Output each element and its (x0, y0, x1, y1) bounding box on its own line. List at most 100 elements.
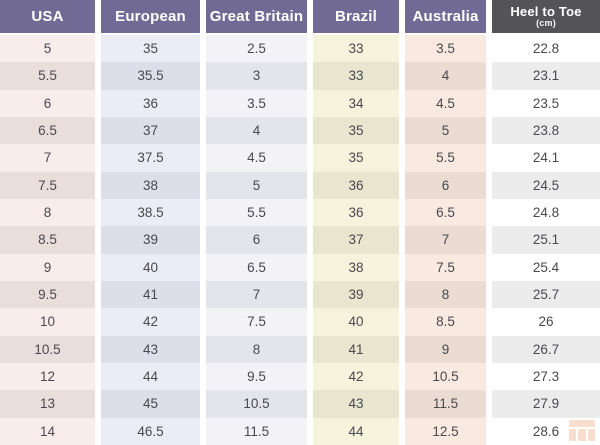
table-cell: 13 (0, 390, 95, 418)
column-header-australia: Australia (405, 0, 486, 33)
table-cell: 11.5 (405, 390, 486, 418)
column-usa: USA 5 5.5 6 6.5 7 7.5 8 8.5 9 9.5 10 10.5 12 13 14 (0, 0, 95, 445)
table-cell: 5.5 (405, 144, 486, 172)
table-cell: 26 (492, 308, 600, 336)
table-cell: 40 (313, 308, 399, 336)
table-cell: 9 (0, 253, 95, 281)
table-cell: 35 (313, 116, 399, 145)
column-european: European 35 35.5 36 37 37.5 38 38.5 39 40 41 42 43 4… (101, 0, 200, 445)
table-cell: 26.7 (492, 335, 600, 363)
table-cell: 42 (313, 362, 399, 391)
table-cell: 11.5 (206, 417, 307, 445)
table-cell: 22.8 (492, 35, 600, 63)
column-header-label: Great Britain (209, 7, 304, 25)
table-cell: 5.5 (0, 62, 95, 90)
column-body-australia: 3.5 4 4.5 5 5.5 6 6.5 7 7.5 8 8.5 9 10.5 11.5 12.5 (405, 35, 486, 445)
table-cell: 37 (101, 116, 200, 145)
table-cell: 37 (313, 226, 399, 254)
column-body-usa: 5 5.5 6 6.5 7 7.5 8 8.5 9 9.5 10 10.5 12 13 14 (0, 35, 95, 445)
table-cell: 24.1 (492, 144, 600, 172)
table-cell: 6.5 (405, 198, 486, 227)
table-cell: 42 (101, 308, 200, 336)
column-header-great-britain: Great Britain (206, 0, 307, 33)
table-cell: 10 (0, 308, 95, 336)
table-cell: 27.3 (492, 362, 600, 391)
table-cell: 33 (313, 62, 399, 90)
table-cell: 25.1 (492, 226, 600, 254)
table-cell: 5 (0, 35, 95, 63)
table-cell: 6.5 (206, 253, 307, 281)
table-cell: 44 (101, 362, 200, 391)
table-cell: 4.5 (206, 144, 307, 172)
table-cell: 46.5 (101, 417, 200, 445)
table-cell: 7 (405, 226, 486, 254)
table-cell: 12.5 (405, 417, 486, 445)
table-cell: 7.5 (405, 253, 486, 281)
column-header-label: European (115, 7, 186, 25)
table-cell: 9 (405, 335, 486, 363)
table-cell: 4 (405, 62, 486, 90)
table-cell: 10.5 (206, 390, 307, 418)
column-body-great-britain: 2.5 3 3.5 4 4.5 5 5.5 6 6.5 7 7.5 8 9.5 10.5 11.5 (206, 35, 307, 445)
column-body-brazil: 33 33 34 35 35 36 36 37 38 39 40 41 42 43 44 (313, 35, 399, 445)
table-cell: 35 (101, 35, 200, 63)
column-header-label: USA (31, 7, 64, 25)
table-cell: 24.8 (492, 198, 600, 227)
table-cell: 7.5 (206, 308, 307, 336)
table-cell: 8 (206, 335, 307, 363)
store-logo-icon (569, 420, 595, 441)
table-cell: 39 (101, 226, 200, 254)
table-cell: 9.5 (0, 280, 95, 309)
table-cell: 38 (313, 253, 399, 281)
table-cell: 3.5 (405, 35, 486, 63)
table-cell: 34 (313, 89, 399, 117)
table-cell: 38 (101, 171, 200, 199)
table-cell: 39 (313, 280, 399, 309)
table-cell: 8.5 (0, 226, 95, 254)
table-cell: 24.5 (492, 171, 600, 199)
table-cell: 23.5 (492, 89, 600, 117)
table-cell: 10.5 (0, 335, 95, 363)
table-cell: 23.8 (492, 116, 600, 145)
column-header-heel-to-toe: Heel to Toe (cm) (492, 0, 600, 33)
table-cell: 6 (405, 171, 486, 199)
column-header-label: Australia (412, 7, 479, 25)
table-cell: 7.5 (0, 171, 95, 199)
table-cell: 33 (313, 35, 399, 63)
table-cell: 43 (101, 335, 200, 363)
table-cell: 8.5 (405, 308, 486, 336)
table-cell: 41 (313, 335, 399, 363)
column-heel-to-toe: Heel to Toe (cm) 22.8 23.1 23.5 23.8 24.1 24.… (492, 0, 600, 445)
table-cell: 45 (101, 390, 200, 418)
table-cell: 7 (0, 144, 95, 172)
table-cell: 27.9 (492, 390, 600, 418)
table-cell: 4 (206, 116, 307, 145)
column-header-unit-label: (cm) (536, 17, 556, 28)
table-cell: 5.5 (206, 198, 307, 227)
table-cell: 10.5 (405, 362, 486, 391)
column-great-britain: Great Britain 2.5 3 3.5 4 4.5 5 5.5 6 6.5 7 7.5 8 9.… (206, 0, 307, 445)
table-cell: 9.5 (206, 362, 307, 391)
table-cell: 35.5 (101, 62, 200, 90)
table-cell: 40 (101, 253, 200, 281)
column-body-heel-to-toe: 22.8 23.1 23.5 23.8 24.1 24.5 24.8 25.1 25.4 25.7… (492, 35, 600, 445)
table-cell: 28.6 (492, 417, 600, 445)
table-cell: 35 (313, 144, 399, 172)
column-header-label: Heel to Toe (510, 3, 582, 19)
table-cell: 12 (0, 362, 95, 391)
table-cell: 5 (206, 171, 307, 199)
table-cell: 6.5 (0, 116, 95, 145)
table-cell: 43 (313, 390, 399, 418)
column-brazil: Brazil 33 33 34 35 35 36 36 37 38 39 40 41 42 43 44 (313, 0, 399, 445)
table-cell: 25.4 (492, 253, 600, 281)
table-cell: 44 (313, 417, 399, 445)
table-cell: 36 (313, 171, 399, 199)
table-cell: 36 (313, 198, 399, 227)
table-cell: 6 (0, 89, 95, 117)
column-header-brazil: Brazil (313, 0, 399, 33)
column-body-european: 35 35.5 36 37 37.5 38 38.5 39 40 41 42 43 44 45 46.5 (101, 35, 200, 445)
table-cell: 23.1 (492, 62, 600, 90)
table-cell: 25.7 (492, 280, 600, 309)
table-cell: 41 (101, 280, 200, 309)
